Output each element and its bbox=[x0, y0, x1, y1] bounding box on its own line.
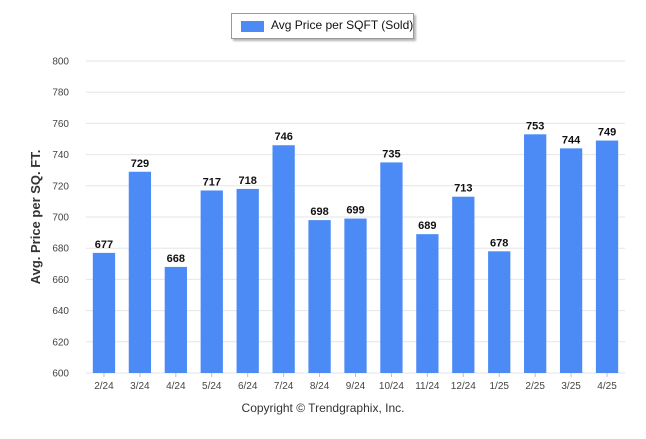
legend-label: Avg Price per SQFT (Sold) bbox=[271, 18, 414, 32]
bar-7-24[interactable] bbox=[272, 145, 295, 373]
y-tick-label: 760 bbox=[52, 119, 69, 130]
data-labels: 677 729 668 717 718 746 698 699 735 689 713 678 753 7… bbox=[95, 120, 616, 265]
data-label: 746 bbox=[274, 131, 292, 143]
x-tick-label: 4/24 bbox=[166, 381, 186, 392]
x-tick-label: 6/24 bbox=[238, 381, 258, 392]
data-label: 749 bbox=[598, 127, 616, 139]
data-label: 753 bbox=[526, 120, 544, 132]
bar-12-24[interactable] bbox=[452, 196, 475, 373]
bar-2-24[interactable] bbox=[92, 252, 116, 373]
x-tick-label: 4/25 bbox=[597, 381, 617, 392]
data-label: 744 bbox=[562, 134, 581, 146]
bars bbox=[92, 134, 619, 373]
bar-11-24[interactable] bbox=[416, 234, 439, 373]
x-tick-label: 8/24 bbox=[310, 381, 330, 392]
y-tick-label: 600 bbox=[52, 369, 69, 380]
copyright-footer: Copyright © Trendgraphix, Inc. bbox=[241, 401, 405, 415]
bar-1-25[interactable] bbox=[488, 251, 511, 373]
y-axis-ticks: 600 620 640 660 680 700 720 740 760 780 800 bbox=[52, 57, 69, 380]
bar-3-25[interactable] bbox=[559, 148, 583, 373]
y-tick-label: 620 bbox=[52, 337, 69, 348]
bar-2-25[interactable] bbox=[524, 134, 547, 373]
data-label: 699 bbox=[346, 205, 364, 217]
y-tick-label: 800 bbox=[52, 57, 69, 68]
y-tick-label: 640 bbox=[52, 306, 69, 317]
y-tick-label: 680 bbox=[52, 244, 69, 255]
x-tick-label: 10/24 bbox=[379, 381, 404, 392]
y-tick-label: 700 bbox=[52, 213, 69, 224]
x-tick-label: 3/25 bbox=[561, 381, 581, 392]
data-label: 698 bbox=[310, 206, 328, 218]
x-tick-label: 11/24 bbox=[415, 381, 440, 392]
bar-6-24[interactable] bbox=[236, 188, 259, 373]
legend: Avg Price per SQFT (Sold) bbox=[231, 13, 414, 39]
bar-9-24[interactable] bbox=[344, 218, 367, 373]
data-label: 689 bbox=[418, 220, 436, 232]
x-tick-label: 2/25 bbox=[525, 381, 545, 392]
y-tick-label: 780 bbox=[52, 88, 69, 99]
bar-8-24[interactable] bbox=[308, 220, 331, 373]
data-label: 713 bbox=[454, 183, 472, 195]
y-tick-label: 740 bbox=[52, 150, 69, 161]
bar-3-24[interactable] bbox=[128, 171, 152, 373]
x-axis-ticks: 2/24 3/24 4/24 5/24 6/24 7/24 8/24 9/24 10/24 11/… bbox=[94, 373, 617, 392]
x-tick-label: 5/24 bbox=[202, 381, 222, 392]
x-tick-label: 9/24 bbox=[346, 381, 366, 392]
data-label: 718 bbox=[239, 175, 257, 187]
data-label: 717 bbox=[203, 176, 221, 188]
bar-4-24[interactable] bbox=[164, 266, 187, 373]
y-tick-label: 720 bbox=[52, 181, 69, 192]
x-tick-label: 12/24 bbox=[451, 381, 476, 392]
legend-swatch bbox=[241, 21, 264, 32]
bar-5-24[interactable] bbox=[200, 190, 223, 373]
data-label: 729 bbox=[131, 158, 149, 170]
y-axis-title: Avg. Price per SQ. FT. bbox=[28, 150, 43, 285]
x-tick-label: 2/24 bbox=[94, 381, 114, 392]
data-label: 677 bbox=[95, 239, 113, 251]
bar-10-24[interactable] bbox=[380, 162, 403, 373]
x-tick-label: 1/25 bbox=[489, 381, 509, 392]
data-label: 668 bbox=[167, 253, 185, 265]
data-label: 678 bbox=[490, 237, 508, 249]
data-label: 735 bbox=[382, 148, 400, 160]
bar-4-25[interactable] bbox=[595, 140, 619, 373]
y-tick-label: 660 bbox=[52, 275, 69, 286]
x-tick-label: 3/24 bbox=[130, 381, 150, 392]
x-tick-label: 7/24 bbox=[274, 381, 294, 392]
